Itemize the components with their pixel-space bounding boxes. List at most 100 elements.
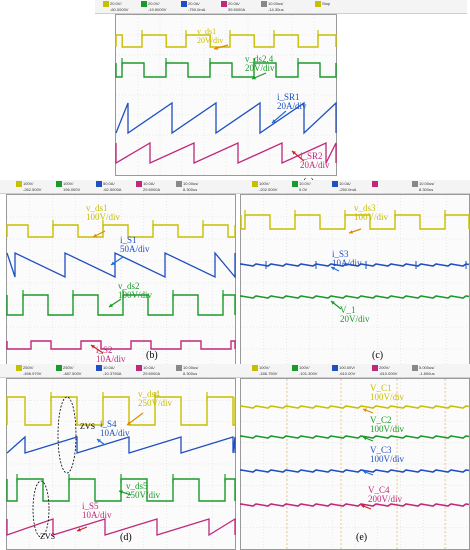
channel-swatch — [372, 365, 378, 371]
label-isr1: i_SR1 20A/div — [277, 92, 307, 111]
arrow-is3-head — [331, 266, 335, 271]
trace-vc4 — [240, 503, 470, 507]
channel-swatch — [176, 365, 182, 371]
channel-readout: 10.0V/0.0V — [292, 181, 311, 192]
channel-offset: -186.750V — [259, 371, 278, 376]
channel-readout: 250V/-487.500V — [56, 365, 82, 376]
arrow-vc2-head — [363, 436, 367, 441]
waveform-plot-b — [6, 195, 236, 371]
channel-swatch — [96, 181, 102, 187]
label-is3: i_S3 10A/div — [332, 249, 362, 268]
channel-readout: 100V/-101.300V — [292, 365, 318, 376]
arrow-vds2-head — [109, 303, 113, 307]
channel-offset: -496.970V — [23, 371, 42, 376]
panel-c: 100V/-202.500V 10.0V/0.0V 10.0A/-250.0mA… — [236, 180, 470, 372]
channel-swatch — [56, 181, 62, 187]
arrow-is1-head — [111, 261, 115, 265]
zvs-label-top: ZVS — [80, 422, 96, 431]
channel-scale: 250V/ — [63, 365, 74, 370]
trace-vds1 — [6, 224, 236, 238]
channel-offset: -262.500V — [23, 187, 42, 192]
scope-header-d: 250V/-496.970V 250V/-487.500V 10.0A/-10.… — [0, 364, 236, 378]
trace-vds24 — [115, 62, 337, 78]
run-status: Stop — [315, 1, 330, 11]
arrow-is5-head — [77, 527, 81, 532]
trace-isr2 — [115, 141, 337, 165]
channel-swatch — [412, 365, 418, 371]
channel-swatch — [141, 1, 147, 7]
channel-scale: 100V/ — [259, 365, 270, 370]
channel-swatch — [372, 181, 378, 187]
waveform-plot-d — [6, 379, 236, 549]
trace-is3 — [240, 263, 470, 267]
channel-swatch — [16, 365, 22, 371]
channel-offset: -610.00V — [339, 371, 356, 376]
channel-readout: 20.0A/39.5000A — [221, 1, 246, 12]
arrow-vds3-head — [349, 230, 353, 234]
channel-offset: -487.500V — [63, 371, 82, 376]
channel-scale: 20.0A/ — [188, 1, 200, 6]
arrow-vc1-head — [363, 408, 367, 413]
arrow-vds1-head — [214, 46, 218, 50]
run-status-text: Stop — [322, 1, 331, 6]
timebase-scale: 10.00us/ — [268, 1, 284, 6]
label-is1: i_S1 50A/div — [120, 235, 150, 254]
label-vc4: V_C4 200V/div — [368, 485, 403, 504]
channel-swatch — [332, 365, 338, 371]
arrow-isr1-head — [272, 119, 276, 123]
scope-screen-c — [240, 194, 470, 372]
channel-scale: 100V/ — [23, 181, 34, 186]
label-isr2: i_SR2 20A/div — [300, 151, 330, 170]
arrow-vds24-head — [252, 75, 256, 80]
channel-scale: 100.00V/ — [339, 365, 356, 370]
channel-scale: 10.0A/ — [103, 365, 115, 370]
channel-offset: -19.5000V — [148, 7, 167, 12]
waveform-plot-a — [115, 15, 337, 175]
scope-screen-b — [6, 194, 236, 372]
channel-offset: -60.0000V — [110, 7, 129, 12]
channel-readout: 100V/-202.500V — [252, 181, 277, 192]
channel-offset: -750.0mA — [188, 7, 206, 12]
timebase-scale: 5.000us/ — [419, 365, 435, 370]
channel-scale: 10.0A/ — [339, 181, 351, 186]
channel-readout: 50.0A/-62.5000A — [96, 181, 121, 192]
channel-scale: 200V/ — [379, 365, 390, 370]
scope-screen-e — [240, 378, 470, 550]
channel-readout: 10.0A/29.5000A — [136, 365, 160, 376]
trace-vds4 — [6, 396, 236, 426]
channel-swatch — [252, 365, 258, 371]
channel-offset: -250.0mA — [339, 187, 357, 192]
channel-offset: 39.5000A — [228, 7, 246, 12]
channel-scale: 20.0V/ — [148, 1, 160, 6]
waveform-plot-e — [240, 379, 470, 549]
arrow-is2-head — [91, 345, 95, 349]
arrow-vc4-head — [361, 504, 365, 509]
trace-vc1 — [240, 405, 470, 409]
label-vc1: V_C1 100V/div — [370, 383, 405, 402]
trace-is2 — [6, 340, 236, 350]
timebase-readout: 10.00us/8.300us — [412, 181, 434, 192]
channel-offset: -101.300V — [299, 371, 318, 376]
channel-swatch — [221, 1, 227, 7]
channel-swatch — [412, 181, 418, 187]
channel-scale: 100V/ — [63, 181, 74, 186]
caption-d: (d) — [120, 532, 132, 543]
channel-swatch — [261, 1, 267, 7]
channel-swatch — [16, 181, 22, 187]
timebase-offset: -14.30us — [268, 7, 284, 12]
channel-scale: 100V/ — [299, 365, 310, 370]
channel-readout — [372, 181, 379, 191]
channel-readout: 250V/-496.970V — [16, 365, 42, 376]
scope-header-a: 20.0V/-60.0000V 20.0V/-19.5000V 20.0A/-7… — [95, 0, 467, 14]
arrow-vds5-head — [119, 490, 123, 494]
label-is4: i_S4 10A/div — [100, 419, 130, 438]
arrow-v1-head — [331, 301, 335, 305]
channel-scale: 20.0A/ — [228, 1, 240, 6]
label-vds24: v_ds2,4 20V/div — [245, 54, 275, 73]
channel-swatch — [252, 181, 258, 187]
trace-is1 — [6, 251, 236, 279]
timebase-offset: -1.800us — [419, 371, 435, 376]
channel-swatch — [176, 181, 182, 187]
label-vds1: v_ds1 100V/div — [86, 203, 121, 222]
zvs-label-bottom: ZVS — [40, 532, 56, 541]
